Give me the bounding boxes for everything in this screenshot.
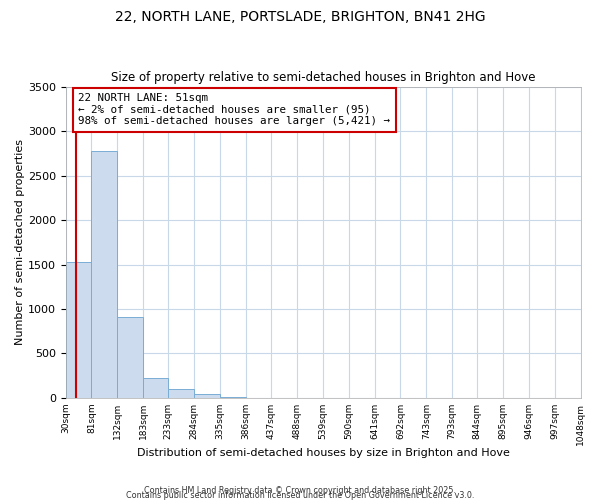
Text: 22 NORTH LANE: 51sqm
← 2% of semi-detached houses are smaller (95)
98% of semi-d: 22 NORTH LANE: 51sqm ← 2% of semi-detach…: [78, 94, 390, 126]
Bar: [117, 317, 143, 398]
Text: 22, NORTH LANE, PORTSLADE, BRIGHTON, BN41 2HG: 22, NORTH LANE, PORTSLADE, BRIGHTON, BN4…: [115, 10, 485, 24]
Bar: [220, 396, 245, 398]
Bar: [65, 262, 91, 398]
Bar: [194, 394, 220, 398]
Bar: [91, 151, 117, 398]
Text: Contains HM Land Registry data © Crown copyright and database right 2025.: Contains HM Land Registry data © Crown c…: [144, 486, 456, 495]
Bar: [143, 378, 168, 398]
Bar: [168, 388, 194, 398]
X-axis label: Distribution of semi-detached houses by size in Brighton and Hove: Distribution of semi-detached houses by …: [137, 448, 509, 458]
Y-axis label: Number of semi-detached properties: Number of semi-detached properties: [15, 140, 25, 346]
Title: Size of property relative to semi-detached houses in Brighton and Hove: Size of property relative to semi-detach…: [111, 72, 535, 85]
Text: Contains public sector information licensed under the Open Government Licence v3: Contains public sector information licen…: [126, 490, 474, 500]
